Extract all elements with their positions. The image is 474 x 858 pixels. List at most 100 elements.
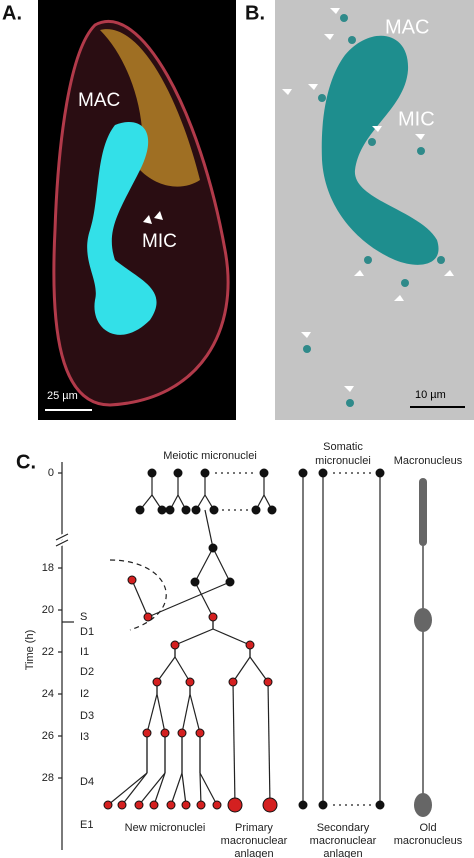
- stage-label: D1: [80, 626, 94, 638]
- nucleus: [245, 640, 255, 650]
- nucleus: [263, 677, 273, 687]
- nucleus: [375, 800, 385, 810]
- mic-label: MIC: [142, 231, 177, 252]
- connector: [199, 772, 202, 806]
- connector: [189, 693, 201, 734]
- old-macronucleus: [419, 478, 427, 546]
- footer: New micronuclei: [125, 822, 206, 834]
- time-tick: 20: [42, 604, 54, 616]
- footer: Secondary: [317, 822, 370, 834]
- connector: [181, 693, 191, 734]
- nucleus: [142, 728, 152, 738]
- nucleus: [251, 505, 261, 515]
- nucleus: [135, 505, 145, 515]
- connector: [194, 581, 214, 618]
- connector: [121, 772, 148, 806]
- nucleus: [134, 800, 144, 810]
- connector: [199, 772, 218, 806]
- time-tick: 22: [42, 646, 54, 658]
- nucleus: [212, 800, 222, 810]
- time-tick: 28: [42, 772, 54, 784]
- nucleus: [208, 543, 218, 553]
- old-macronucleus: [414, 793, 432, 817]
- nucleus: [181, 800, 191, 810]
- nucleus: [195, 728, 205, 738]
- old-macronucleus: [414, 608, 432, 632]
- connector: [212, 547, 231, 583]
- nucleus: [298, 800, 308, 810]
- footer: macronuclear: [221, 835, 288, 847]
- connector: [153, 772, 166, 806]
- nucleus: [228, 677, 238, 687]
- mic-label: MIC: [398, 108, 435, 130]
- footer: macronucleus: [394, 835, 463, 847]
- connector: [194, 547, 214, 583]
- connector: [170, 772, 183, 806]
- nucleus: [157, 505, 167, 515]
- stage-label: D2: [80, 666, 94, 678]
- nucleus: [318, 468, 328, 478]
- connector: [181, 772, 187, 806]
- nucleus: [190, 577, 200, 587]
- nucleus: [191, 505, 201, 515]
- micronuclei: [303, 14, 445, 407]
- connector: [147, 581, 231, 618]
- nucleus: [177, 728, 187, 738]
- nucleus: [160, 728, 170, 738]
- macronucleus: [87, 122, 157, 335]
- discard-arc: [109, 559, 167, 631]
- time-tick: 18: [42, 562, 54, 574]
- nucleus: [165, 505, 175, 515]
- nucleus: [152, 677, 162, 687]
- nucleus: [181, 505, 191, 515]
- nucleus: [173, 468, 183, 478]
- footer: Old: [419, 822, 436, 834]
- mac-label: MAC: [78, 90, 120, 111]
- scale-label: 25 µm: [47, 390, 78, 402]
- nucleus: [298, 468, 308, 478]
- nucleus: [225, 577, 235, 587]
- nucleus: [267, 505, 277, 515]
- connector: [107, 772, 148, 806]
- connector: [232, 656, 251, 683]
- nucleus: [227, 797, 243, 813]
- nucleus: [318, 800, 328, 810]
- mac-label: MAC: [385, 16, 429, 38]
- panel-label: C.: [16, 451, 36, 473]
- stage-label: I3: [80, 731, 89, 743]
- stage-label: I2: [80, 688, 89, 700]
- panel-label: B.: [245, 2, 265, 24]
- nucleus: [375, 468, 385, 478]
- footer: Primary: [235, 822, 273, 834]
- header: micronuclei: [315, 455, 371, 467]
- nucleus: [117, 800, 127, 810]
- stage-label: I1: [80, 646, 89, 658]
- footer: anlagen: [234, 848, 273, 858]
- oral-apparatus: [100, 29, 200, 187]
- connector: [131, 579, 149, 618]
- connector: [146, 693, 158, 734]
- axis-break: [55, 533, 69, 547]
- nucleus: [200, 468, 210, 478]
- stage-label: E1: [80, 819, 93, 831]
- connector: [174, 656, 191, 683]
- stage-label: S: [80, 611, 87, 623]
- connector: [232, 681, 236, 806]
- macronucleus: [321, 35, 439, 265]
- connector: [138, 772, 166, 806]
- lineage-diagram: 0 18 20 22 24 26 28 S D1 I1 D2 I2 D3 I3 D4 E1 Meiotic mi…: [42, 441, 463, 858]
- header: Meiotic micronuclei: [163, 450, 257, 462]
- header: Macronucleus: [394, 455, 463, 467]
- nucleus: [166, 800, 176, 810]
- arrowheads: [143, 211, 163, 224]
- nucleus: [127, 575, 137, 585]
- footer: macronuclear: [310, 835, 377, 847]
- connector: [174, 628, 214, 646]
- footer: anlagen: [323, 848, 362, 858]
- connector: [212, 628, 251, 646]
- nucleus: [103, 800, 113, 810]
- arrowheads: [282, 8, 454, 392]
- nucleus: [170, 640, 180, 650]
- nucleus: [185, 677, 195, 687]
